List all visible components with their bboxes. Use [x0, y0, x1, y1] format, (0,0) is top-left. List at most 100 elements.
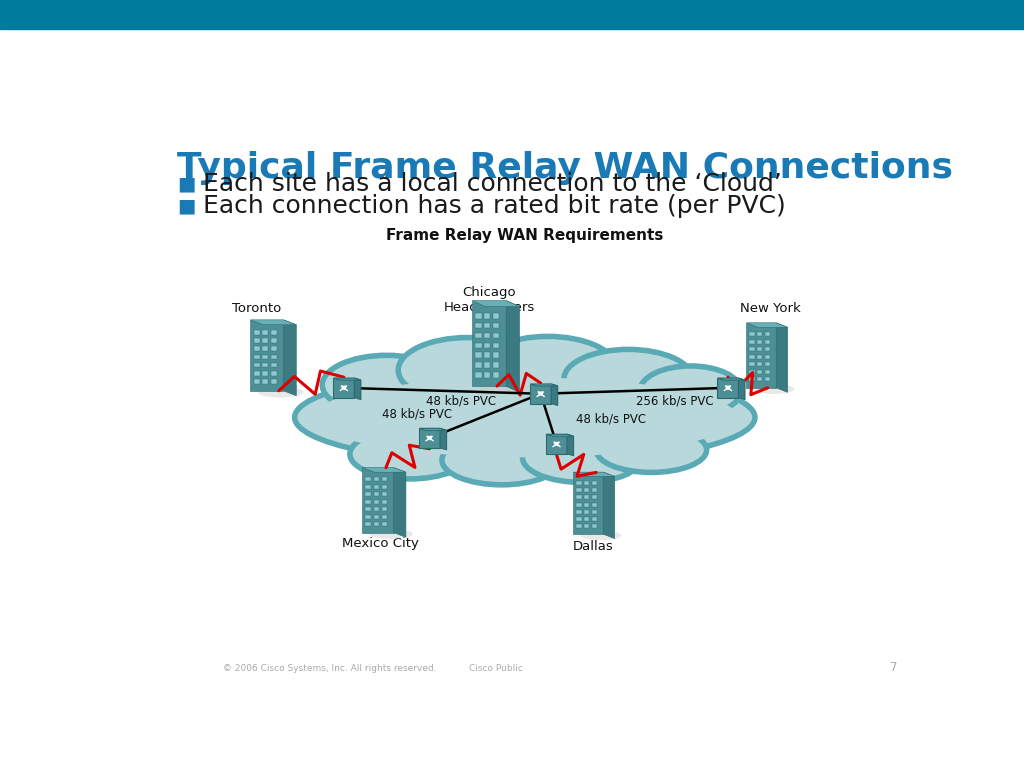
Ellipse shape [596, 428, 707, 472]
Bar [750, 362, 755, 366]
Bar [475, 313, 481, 319]
Ellipse shape [295, 370, 755, 465]
Bar [366, 515, 371, 518]
Text: Toronto: Toronto [232, 302, 282, 315]
Text: ■: ■ [177, 196, 196, 215]
Bar [577, 495, 582, 499]
Bar [382, 485, 387, 488]
Bar [475, 353, 481, 358]
Polygon shape [419, 429, 446, 430]
Polygon shape [530, 384, 551, 403]
Bar [584, 488, 590, 492]
Polygon shape [530, 384, 558, 386]
Bar [484, 372, 490, 378]
Bar [484, 343, 490, 348]
Bar [584, 481, 590, 485]
Bar [262, 338, 268, 343]
Polygon shape [573, 472, 614, 476]
Bar [577, 488, 582, 492]
Bar [254, 338, 260, 343]
Bar [254, 346, 260, 351]
Bar [382, 477, 387, 482]
Bar [584, 502, 590, 507]
Ellipse shape [370, 529, 413, 539]
Bar [592, 495, 597, 499]
Bar [254, 355, 260, 359]
Bar [584, 510, 590, 514]
Polygon shape [567, 434, 573, 455]
Bar [475, 372, 481, 378]
Bar [494, 353, 500, 358]
Bar [750, 377, 755, 382]
Ellipse shape [753, 384, 795, 394]
Bar [271, 379, 276, 384]
Bar [475, 333, 481, 339]
Bar [750, 347, 755, 352]
Ellipse shape [312, 378, 737, 457]
Bar [592, 481, 597, 485]
Bar [374, 492, 379, 496]
Bar [382, 492, 387, 496]
Text: Dallas: Dallas [572, 541, 613, 554]
Bar [577, 517, 582, 521]
Text: 48 kb/s PVC: 48 kb/s PVC [426, 394, 496, 407]
Bar [254, 362, 260, 367]
Bar [374, 499, 379, 504]
Bar [271, 362, 276, 367]
Polygon shape [603, 472, 614, 538]
Ellipse shape [323, 356, 452, 415]
Bar [750, 355, 755, 359]
Bar [494, 313, 500, 319]
Bar [494, 362, 500, 368]
Bar [757, 333, 763, 336]
Ellipse shape [442, 435, 561, 485]
Polygon shape [334, 378, 354, 398]
Bar [592, 510, 597, 514]
Bar [494, 372, 500, 378]
Bar [765, 339, 770, 344]
Bar [254, 379, 260, 384]
Bar [494, 333, 500, 339]
Bar [382, 499, 387, 504]
Ellipse shape [398, 338, 537, 402]
Bar [262, 379, 268, 384]
Bar [494, 323, 500, 329]
Bar [757, 377, 763, 382]
Bar [577, 502, 582, 507]
Ellipse shape [479, 336, 616, 402]
Text: Mexico City: Mexico City [342, 538, 419, 551]
Bar [592, 502, 597, 507]
Bar [382, 522, 387, 526]
Polygon shape [362, 468, 393, 533]
Bar [271, 371, 276, 376]
Bar [366, 507, 371, 511]
Bar [374, 522, 379, 526]
Bar [484, 333, 490, 339]
Ellipse shape [350, 429, 470, 479]
Text: Frame Relay WAN Requirements: Frame Relay WAN Requirements [386, 228, 664, 243]
Bar [584, 524, 590, 528]
Polygon shape [419, 429, 440, 448]
Polygon shape [250, 319, 284, 391]
Bar [577, 510, 582, 514]
Bar [750, 333, 755, 336]
Bar [374, 477, 379, 482]
Bar [366, 485, 371, 488]
Polygon shape [472, 300, 506, 386]
Polygon shape [472, 300, 519, 306]
Polygon shape [738, 378, 745, 399]
Bar [757, 347, 763, 352]
Bar [366, 492, 371, 496]
Bar [374, 485, 379, 488]
Bar [757, 339, 763, 344]
Text: Each site has a local connection to the ‘Cloud’: Each site has a local connection to the … [204, 172, 782, 196]
Bar [577, 481, 582, 485]
Text: 7: 7 [890, 660, 898, 674]
Bar [262, 362, 268, 367]
Text: ■: ■ [177, 174, 196, 194]
Bar [592, 517, 597, 521]
Bar [271, 346, 276, 351]
Bar [374, 507, 379, 511]
Polygon shape [362, 468, 406, 472]
Bar [271, 330, 276, 335]
